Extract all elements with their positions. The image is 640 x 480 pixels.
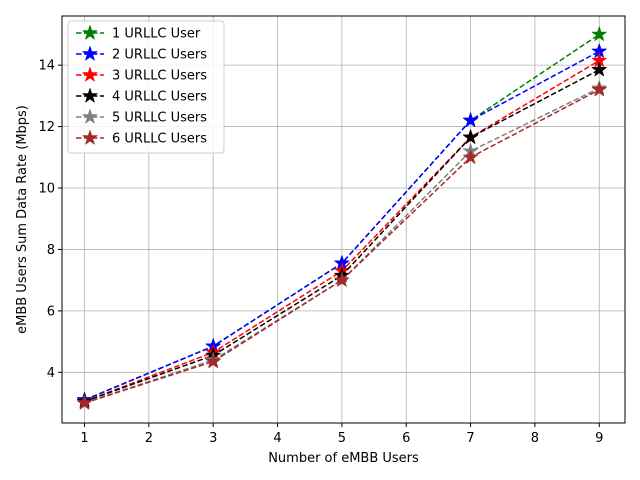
x-tick-label: 1 <box>80 431 88 446</box>
legend-label: 3 URLLC Users <box>112 69 207 84</box>
x-tick-label: 8 <box>531 431 539 446</box>
legend-item: 1 URLLC User <box>76 25 201 42</box>
legend-label: 6 URLLC Users <box>112 132 207 147</box>
series-layer <box>76 26 607 410</box>
data-point <box>591 81 607 97</box>
x-axis-ticks: 1 2 3 4 5 6 7 8 9 <box>80 423 603 446</box>
data-point <box>205 353 221 369</box>
legend-item: 2 URLLC Users <box>76 46 207 63</box>
legend-marker <box>82 25 98 40</box>
data-point <box>591 61 607 77</box>
y-axis-ticks: 4 6 8 10 12 14 <box>38 59 62 381</box>
legend-item: 3 URLLC Users <box>76 67 207 84</box>
x-tick-label: 4 <box>273 431 281 446</box>
y-tick-label: 10 <box>38 182 55 197</box>
legend-label: 5 URLLC Users <box>112 111 207 126</box>
y-tick-label: 12 <box>38 120 55 135</box>
legend-marker <box>82 130 98 145</box>
legend: 1 URLLC User 2 URLLC Users 3 URLLC Users 4 … <box>67 20 225 154</box>
series-line <box>84 87 600 404</box>
data-point <box>591 26 607 41</box>
legend-box <box>67 20 225 154</box>
x-tick-label: 2 <box>145 431 153 446</box>
x-tick-label: 9 <box>595 431 603 446</box>
legend-item: 4 URLLC Users <box>76 88 207 105</box>
y-tick-label: 8 <box>47 243 55 258</box>
y-tick-label: 4 <box>47 366 55 381</box>
data-point <box>76 395 93 410</box>
legend-label: 2 URLLC Users <box>112 48 207 63</box>
y-tick-label: 14 <box>38 59 55 74</box>
y-tick-label: 6 <box>47 304 55 319</box>
x-tick-label: 3 <box>209 431 217 446</box>
legend-marker <box>82 46 98 61</box>
series-6 <box>76 81 607 410</box>
legend-marker <box>82 109 98 124</box>
y-axis-label: eMBB Users Sum Data Rate (Mbps) <box>15 105 30 334</box>
data-point <box>463 112 479 127</box>
legend-label: 1 URLLC User <box>112 27 201 42</box>
legend-marker <box>82 88 98 103</box>
legend-item: 6 URLLC Users <box>76 130 207 147</box>
data-point <box>463 149 479 164</box>
x-tick-label: 6 <box>402 431 410 446</box>
x-tick-label: 5 <box>338 431 346 446</box>
plot-area-frame <box>61 15 626 424</box>
legend-item: 5 URLLC Users <box>76 109 207 126</box>
series-line <box>84 89 600 404</box>
x-axis-label: Number of eMBB Users <box>268 451 419 466</box>
x-tick-label: 7 <box>466 431 474 446</box>
data-point <box>463 129 479 144</box>
legend-label: 4 URLLC Users <box>112 90 207 105</box>
grid <box>62 16 625 423</box>
data-point <box>334 272 350 287</box>
legend-marker <box>82 67 98 82</box>
